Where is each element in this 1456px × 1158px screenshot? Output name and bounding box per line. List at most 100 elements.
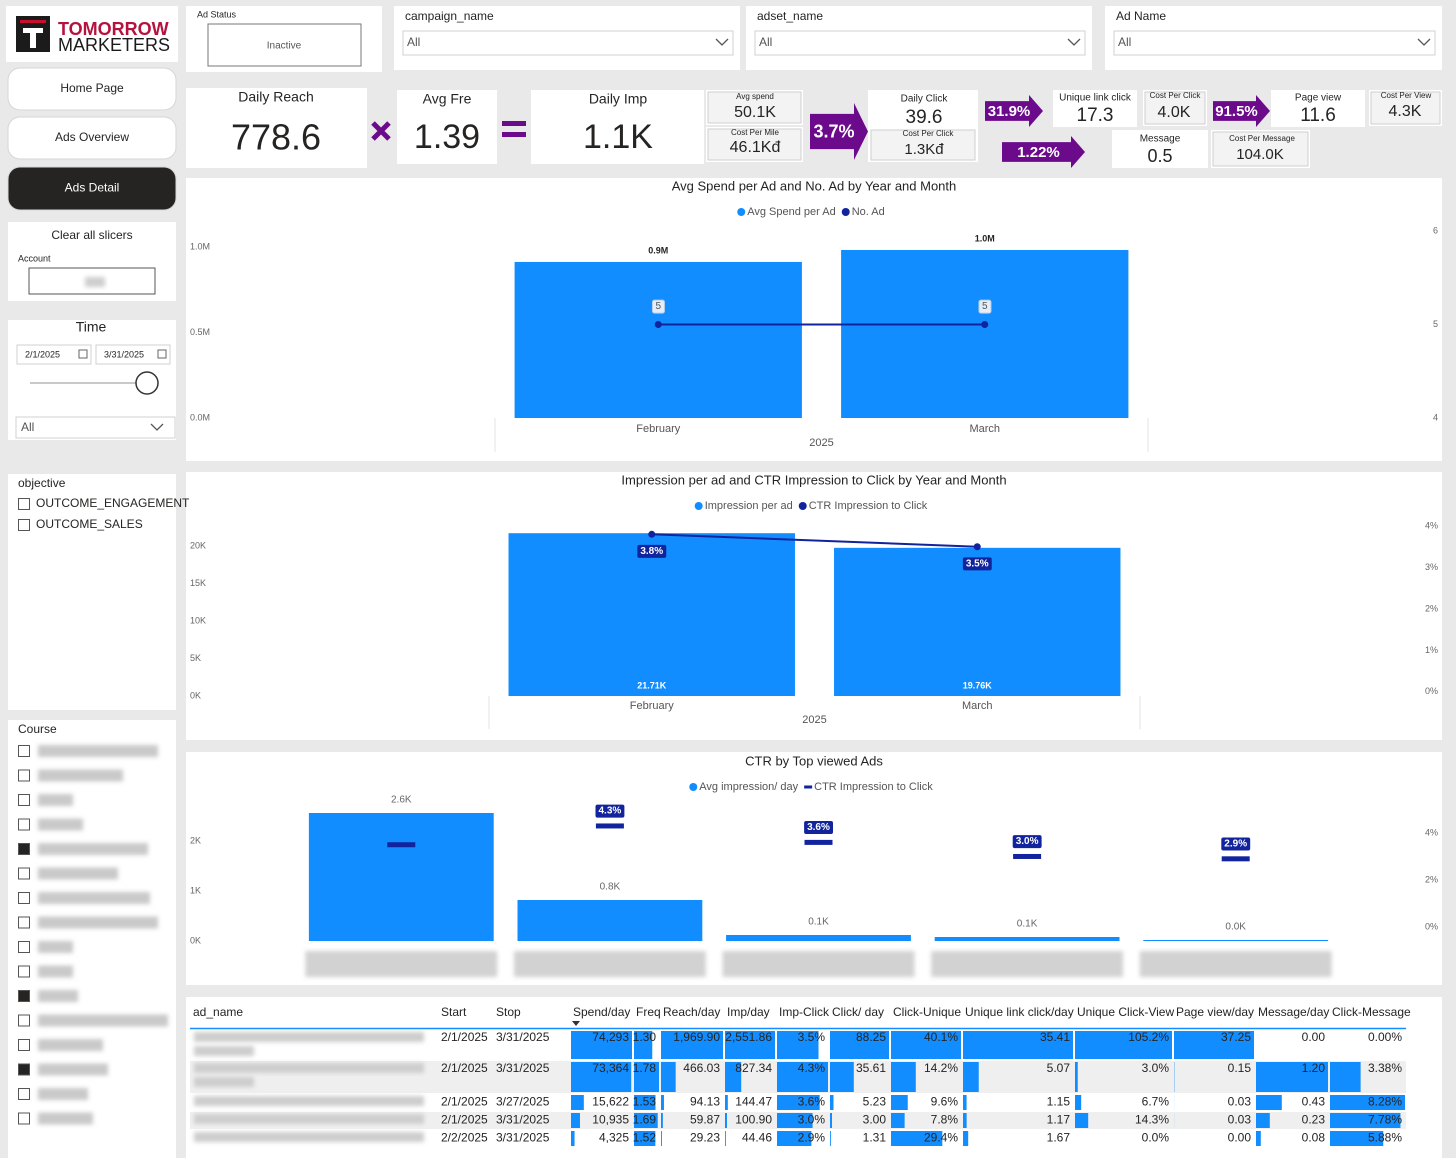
checkbox-label[interactable]: OUTCOME_SALES xyxy=(36,517,143,531)
checkbox[interactable] xyxy=(18,1088,30,1100)
legend-label: No. Ad xyxy=(852,206,885,218)
legend-marker xyxy=(841,208,850,216)
checkbox[interactable] xyxy=(18,867,30,880)
column-header[interactable]: Unique Click-View xyxy=(1077,1005,1174,1019)
table-cell: 59.87 xyxy=(690,1113,720,1127)
column-header[interactable]: Spend/day xyxy=(573,1005,630,1019)
checkbox[interactable] xyxy=(18,818,30,831)
checkbox[interactable] xyxy=(18,843,30,855)
table-cell: 7.8% xyxy=(931,1113,959,1127)
checkbox[interactable] xyxy=(18,990,30,1002)
column-header[interactable]: Click-Unique xyxy=(893,1005,961,1019)
checkbox[interactable] xyxy=(18,892,30,904)
dropdown-value[interactable]: All xyxy=(21,420,34,434)
dropdown[interactable] xyxy=(15,416,176,439)
nav-label[interactable]: Home Page xyxy=(60,81,124,95)
filter-value[interactable]: Inactive xyxy=(267,41,302,52)
account-box[interactable] xyxy=(28,267,156,295)
date-value[interactable]: 2/1/2025 xyxy=(25,349,60,359)
y-tick-label: 1.0M xyxy=(190,241,210,251)
table-cell: 74,293 xyxy=(592,1030,629,1044)
date-box[interactable] xyxy=(95,344,171,365)
slider-handle[interactable] xyxy=(135,371,159,395)
nav-label[interactable]: Ads Detail xyxy=(65,181,120,195)
blurred-text xyxy=(513,951,706,977)
checkbox[interactable] xyxy=(18,1039,30,1051)
data-bar xyxy=(1256,1113,1270,1128)
column-header[interactable]: Message/day xyxy=(1258,1005,1329,1019)
x-tick-label: March xyxy=(962,700,993,712)
checkbox[interactable] xyxy=(18,794,30,806)
column-header[interactable]: Unique link click/day xyxy=(965,1005,1074,1019)
slicer-title: Time xyxy=(76,319,107,335)
nav-button[interactable] xyxy=(7,67,177,111)
nav-button[interactable] xyxy=(7,166,177,211)
y2-tick-label: 2% xyxy=(1425,603,1438,613)
clear-slicers[interactable]: Clear all slicers xyxy=(51,228,132,242)
bar xyxy=(1143,940,1329,941)
column-header[interactable]: Stop xyxy=(496,1005,521,1019)
blurred-text xyxy=(1139,951,1332,977)
panel xyxy=(8,720,176,1158)
data-bar xyxy=(725,1031,775,1059)
bar xyxy=(514,261,802,418)
table-cell: 466.03 xyxy=(683,1061,720,1075)
checkbox[interactable] xyxy=(18,769,30,782)
y2-tick-label: 5 xyxy=(1433,319,1438,329)
checkbox[interactable] xyxy=(18,519,30,531)
column-header[interactable]: Page view/day xyxy=(1176,1005,1254,1019)
checkbox[interactable] xyxy=(18,916,30,929)
table-cell: 3.0% xyxy=(798,1113,826,1127)
checkbox[interactable] xyxy=(18,745,30,757)
checkbox-label[interactable]: OUTCOME_ENGAGEMENT xyxy=(36,496,190,510)
checkbox[interactable] xyxy=(18,941,30,953)
column-header[interactable]: Imp/day xyxy=(727,1005,770,1019)
data-bar xyxy=(891,1113,905,1128)
table-cell: 40.1% xyxy=(924,1030,958,1044)
data-label: 0.0K xyxy=(1225,922,1246,933)
nav-button[interactable] xyxy=(7,116,177,160)
checkbox[interactable] xyxy=(18,1063,30,1076)
data-bar xyxy=(571,1031,632,1059)
data-label: 3.6% xyxy=(807,822,830,833)
data-bar xyxy=(963,1062,979,1092)
filter-box[interactable] xyxy=(207,23,362,67)
data-label: 3.0% xyxy=(1016,836,1039,847)
column-header[interactable]: ad_name xyxy=(193,1005,243,1019)
blurred-text xyxy=(38,745,158,757)
data-bar xyxy=(571,1062,632,1092)
dropdown-value[interactable]: All xyxy=(407,35,420,49)
column-header[interactable]: Imp-Click xyxy=(779,1005,830,1019)
line-marker xyxy=(1221,856,1250,862)
column-header[interactable]: Freq xyxy=(636,1005,661,1019)
dropdown-value[interactable]: All xyxy=(759,35,772,49)
data-bar xyxy=(571,1131,575,1146)
column-header[interactable]: Reach/day xyxy=(663,1005,720,1019)
checkbox[interactable] xyxy=(18,498,30,510)
table-cell: 5.07 xyxy=(1047,1061,1071,1075)
checkbox[interactable] xyxy=(18,965,30,978)
table-cell: 0.00 xyxy=(1302,1030,1326,1044)
column-header[interactable]: Click/ day xyxy=(832,1005,884,1019)
checkbox[interactable] xyxy=(18,1112,30,1125)
panel xyxy=(397,90,497,164)
table-cell: 3/31/2025 xyxy=(496,1113,550,1127)
dropdown-value[interactable]: All xyxy=(1118,35,1131,49)
checkbox[interactable] xyxy=(18,1014,30,1027)
blurred-text xyxy=(38,794,73,806)
table-cell: 35.61 xyxy=(856,1061,886,1075)
date-value[interactable]: 3/31/2025 xyxy=(104,349,144,359)
table-cell: 0.08 xyxy=(1302,1131,1326,1145)
column-header[interactable]: Click-Message xyxy=(1332,1005,1411,1019)
date-box[interactable] xyxy=(16,344,92,365)
dropdown[interactable] xyxy=(1113,30,1436,56)
column-header[interactable]: Start xyxy=(441,1005,467,1019)
data-label: 0.1K xyxy=(1017,919,1038,930)
data-label: 0.8K xyxy=(600,882,621,893)
nav-label[interactable]: Ads Overview xyxy=(55,130,129,144)
data-bar xyxy=(571,1095,584,1110)
data-label: 1.0M xyxy=(975,233,995,243)
dropdown[interactable] xyxy=(754,30,1086,56)
kpi-value: 1.39 xyxy=(414,118,480,156)
dropdown[interactable] xyxy=(402,30,734,56)
